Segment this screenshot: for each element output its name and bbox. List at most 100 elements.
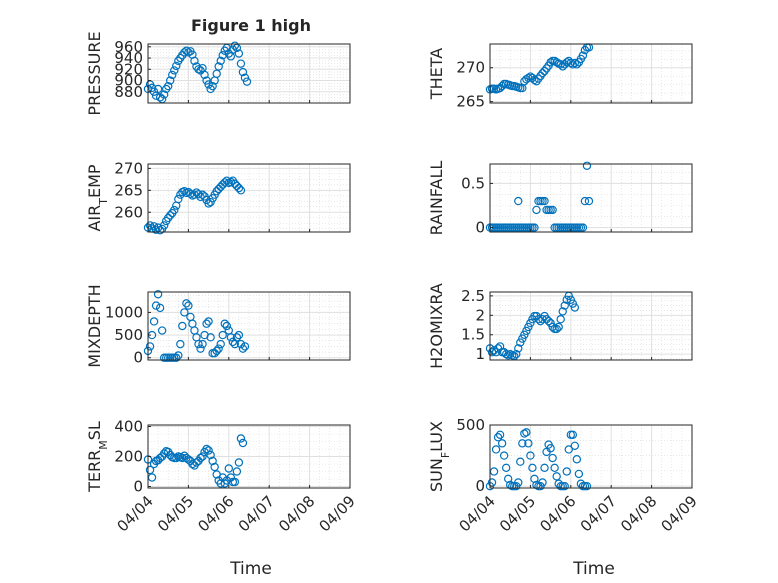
- axes-frame: [489, 291, 693, 361]
- data-point: [198, 339, 207, 349]
- data-point: [198, 190, 207, 199]
- data-point: [224, 464, 233, 473]
- data-point: [186, 189, 195, 199]
- data-point: [528, 463, 537, 473]
- data-point: [520, 429, 529, 438]
- data-point: [503, 351, 513, 360]
- data-point: [204, 199, 213, 208]
- data-point: [170, 205, 179, 215]
- data-point: [151, 225, 161, 235]
- axes-frame: [147, 163, 351, 233]
- subplot-2: 265 270 THETA: [427, 43, 693, 111]
- x-axis-label-left: Time: [229, 559, 272, 579]
- data-point: [236, 186, 246, 195]
- y-tick-label: 900: [114, 72, 143, 90]
- data-point: [530, 75, 539, 85]
- axes-frame: [489, 43, 693, 104]
- y-tick-label: 0.5: [461, 174, 485, 192]
- data-point: [582, 481, 592, 491]
- data-point: [159, 221, 169, 230]
- data-point: [546, 444, 555, 453]
- data-point: [512, 349, 521, 359]
- data-point: [176, 339, 185, 349]
- data-point: [514, 478, 523, 487]
- data-point: [582, 161, 592, 170]
- data-point: [145, 342, 155, 351]
- y-tick-label: 0: [133, 349, 143, 367]
- data-point: [196, 344, 205, 353]
- subplot-4: 0 0.5 RAINFALL: [427, 161, 693, 237]
- data-point: [230, 41, 240, 50]
- x-tick-label: 04/09: [658, 492, 701, 535]
- data-point: [153, 84, 163, 94]
- axes-background: [148, 44, 350, 103]
- x-tick-label: 04/08: [617, 492, 660, 535]
- data-point: [206, 197, 215, 207]
- data-point: [238, 67, 248, 77]
- data-point: [526, 451, 535, 460]
- data-point: [194, 339, 203, 349]
- x-tick-label: 04/06: [536, 492, 579, 535]
- data-point: [570, 441, 580, 450]
- axes-frame: [147, 291, 351, 361]
- data-point: [548, 205, 557, 215]
- data-point: [572, 455, 582, 464]
- data-point: [166, 76, 175, 85]
- data-point: [552, 58, 561, 67]
- data-point: [202, 319, 211, 328]
- data-point: [499, 451, 509, 460]
- axes-frame: [489, 163, 693, 233]
- y-axis-label: AIRTEMP: [85, 164, 110, 231]
- data-point: [151, 301, 161, 310]
- data-point: [518, 439, 527, 448]
- data-point: [524, 439, 533, 448]
- y-tick-label: 2: [475, 306, 485, 324]
- data-point: [570, 58, 580, 68]
- data-point: [155, 226, 165, 235]
- x-tick-label: 04/05: [496, 492, 539, 535]
- data-point: [159, 90, 169, 99]
- data-point: [222, 321, 231, 331]
- y-tick-label: 0: [475, 219, 485, 237]
- y-tick-label: 200: [114, 448, 143, 466]
- data-point: [487, 348, 497, 357]
- data-point: [580, 196, 590, 206]
- data-point: [202, 444, 211, 454]
- y-axis-label: TERRMSL: [85, 421, 110, 493]
- data-point: [578, 51, 588, 60]
- data-point: [206, 450, 215, 460]
- data-point: [216, 56, 225, 66]
- data-point: [574, 469, 584, 479]
- data-point: [170, 66, 179, 75]
- data-point: [230, 477, 240, 487]
- data-point: [548, 322, 557, 332]
- data-point: [204, 317, 213, 326]
- data-point: [538, 478, 547, 487]
- data-point: [506, 480, 515, 490]
- data-point: [546, 58, 555, 67]
- data-point: [240, 73, 250, 82]
- data-point: [153, 290, 163, 299]
- data-point: [220, 319, 229, 328]
- data-point: [174, 194, 183, 204]
- x-tick-label: 04/07: [577, 492, 620, 535]
- x-tick-label: 04/05: [154, 492, 197, 535]
- data-point: [238, 344, 248, 353]
- data-point: [220, 178, 229, 187]
- data-point: [172, 353, 181, 362]
- data-point: [198, 452, 207, 461]
- data-point: [584, 196, 594, 206]
- x-tick-label: 04/09: [316, 492, 359, 535]
- x-axis-label-right: Time: [572, 559, 615, 579]
- data-point: [554, 322, 563, 332]
- data-point: [218, 330, 227, 340]
- x-tick-label: 04/06: [194, 492, 237, 535]
- y-tick-label: 1.5: [461, 326, 485, 344]
- data-point: [562, 467, 571, 476]
- x-tick-label: 04/04: [114, 492, 157, 535]
- data-point: [556, 315, 565, 324]
